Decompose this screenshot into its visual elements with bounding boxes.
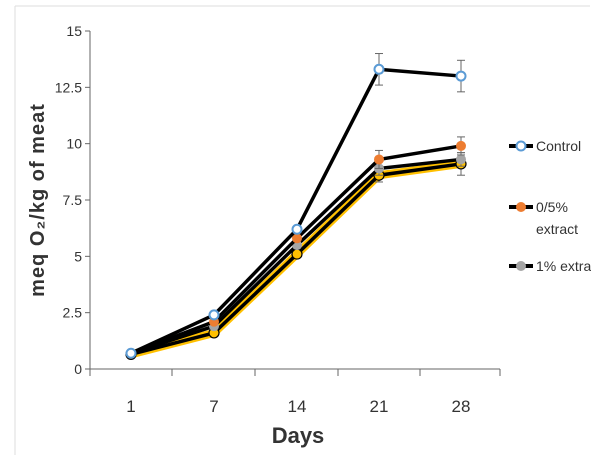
data-point: [291, 223, 303, 235]
x-tick-label: 1: [126, 397, 135, 416]
legend-marker: [516, 202, 526, 212]
legend-label: extract: [536, 221, 578, 237]
data-point: [208, 309, 220, 321]
legend-marker: [515, 140, 527, 152]
data-point: [373, 63, 385, 75]
y-tick-label: 15: [66, 23, 82, 39]
x-tick-label: 7: [209, 397, 218, 416]
series-line: [130, 67, 462, 355]
y-tick-label: 10: [66, 136, 82, 152]
x-tick-labels: 1 7 14 21 28: [126, 397, 470, 416]
x-axis-title: Days: [272, 423, 325, 448]
legend-label: 1% extract: [536, 258, 591, 274]
y-tick-label: 2.5: [63, 305, 83, 321]
x-tick-label: 21: [370, 397, 389, 416]
data-point: [455, 70, 467, 82]
y-axis-title: meq O₂/kg of meat: [27, 103, 49, 297]
y-tick-label: 0: [74, 361, 82, 377]
y-tick-label: 5: [74, 248, 82, 264]
y-tick-labels: 0 2.5 5 7.5 10 12.5 15: [55, 23, 82, 377]
data-point: [292, 233, 302, 244]
axes: [85, 30, 501, 376]
data-point: [374, 154, 384, 165]
legend-label: Control: [536, 138, 581, 154]
x-tick-label: 14: [288, 397, 307, 416]
legend: Control 0/5% extract 1% extract: [509, 138, 591, 274]
y-tick-label: 7.5: [63, 192, 83, 208]
data-point: [456, 140, 466, 151]
x-tick-label: 28: [452, 397, 471, 416]
legend-label: 0/5%: [536, 199, 568, 215]
data-point: [125, 347, 137, 359]
data-point: [456, 154, 466, 165]
legend-marker: [516, 261, 526, 271]
series-group: [125, 53, 467, 360]
y-tick-label: 12.5: [55, 79, 82, 95]
